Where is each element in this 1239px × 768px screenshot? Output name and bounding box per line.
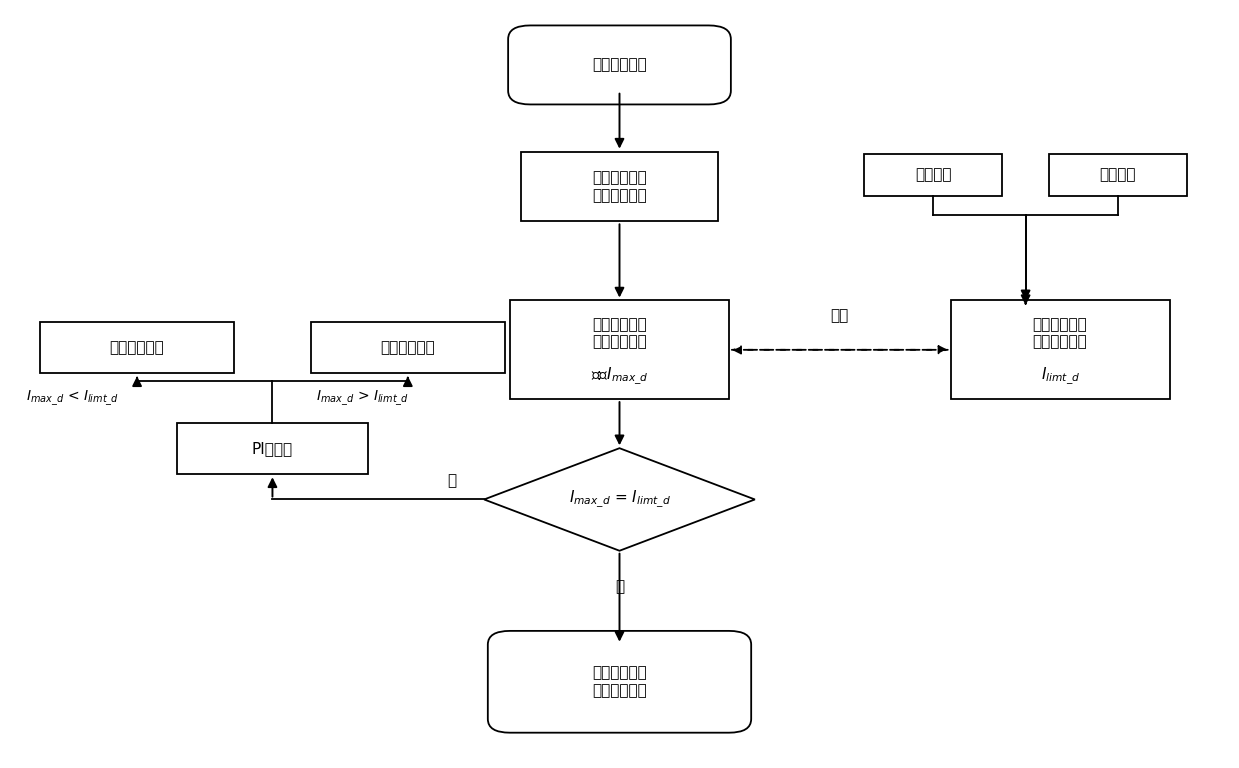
Text: PI控制器: PI控制器	[252, 441, 292, 456]
Bar	[950, 300, 1170, 399]
Bar	[40, 322, 234, 373]
Text: 否: 否	[447, 473, 457, 488]
Text: 电池系统放电: 电池系统放电	[592, 58, 647, 72]
Text: $I_{max\_d}$ < $I_{limt\_d}$: $I_{max\_d}$ < $I_{limt\_d}$	[26, 389, 119, 408]
Bar	[510, 300, 729, 399]
Text: 电池支路最大
允许放电电流: 电池支路最大 允许放电电流	[1032, 317, 1088, 349]
Text: 通过管理系统
比较得到最大: 通过管理系统 比较得到最大	[592, 317, 647, 349]
Text: $I_{limt\_d}$: $I_{limt\_d}$	[1041, 366, 1079, 387]
Text: 成组方式: 成组方式	[1100, 167, 1136, 183]
FancyBboxPatch shape	[508, 25, 731, 104]
FancyBboxPatch shape	[488, 631, 751, 733]
Polygon shape	[484, 449, 755, 551]
Text: 提高电池负载: 提高电池负载	[110, 340, 165, 355]
Bar	[865, 154, 1002, 196]
Bar	[311, 322, 506, 373]
Text: $I_{max\_d}$ > $I_{limt\_d}$: $I_{max\_d}$ > $I_{limt\_d}$	[316, 389, 409, 408]
Bar	[1049, 154, 1187, 196]
Text: 电池类型: 电池类型	[916, 167, 952, 183]
Text: 采集所有并联
支路放电电流: 采集所有并联 支路放电电流	[592, 170, 647, 203]
Text: 比较: 比较	[830, 308, 849, 323]
Text: 降低电池负载: 降低电池负载	[380, 340, 435, 355]
Bar	[177, 422, 368, 475]
Text: 是: 是	[615, 579, 624, 594]
Text: 电流$I_{max\_d}$: 电流$I_{max\_d}$	[591, 366, 648, 387]
Bar	[522, 151, 717, 221]
Text: $I_{max\_d}$ = $I_{limt\_d}$: $I_{max\_d}$ = $I_{limt\_d}$	[569, 489, 670, 510]
Text: 任意单体达到
放电截止电压: 任意单体达到 放电截止电压	[592, 666, 647, 698]
